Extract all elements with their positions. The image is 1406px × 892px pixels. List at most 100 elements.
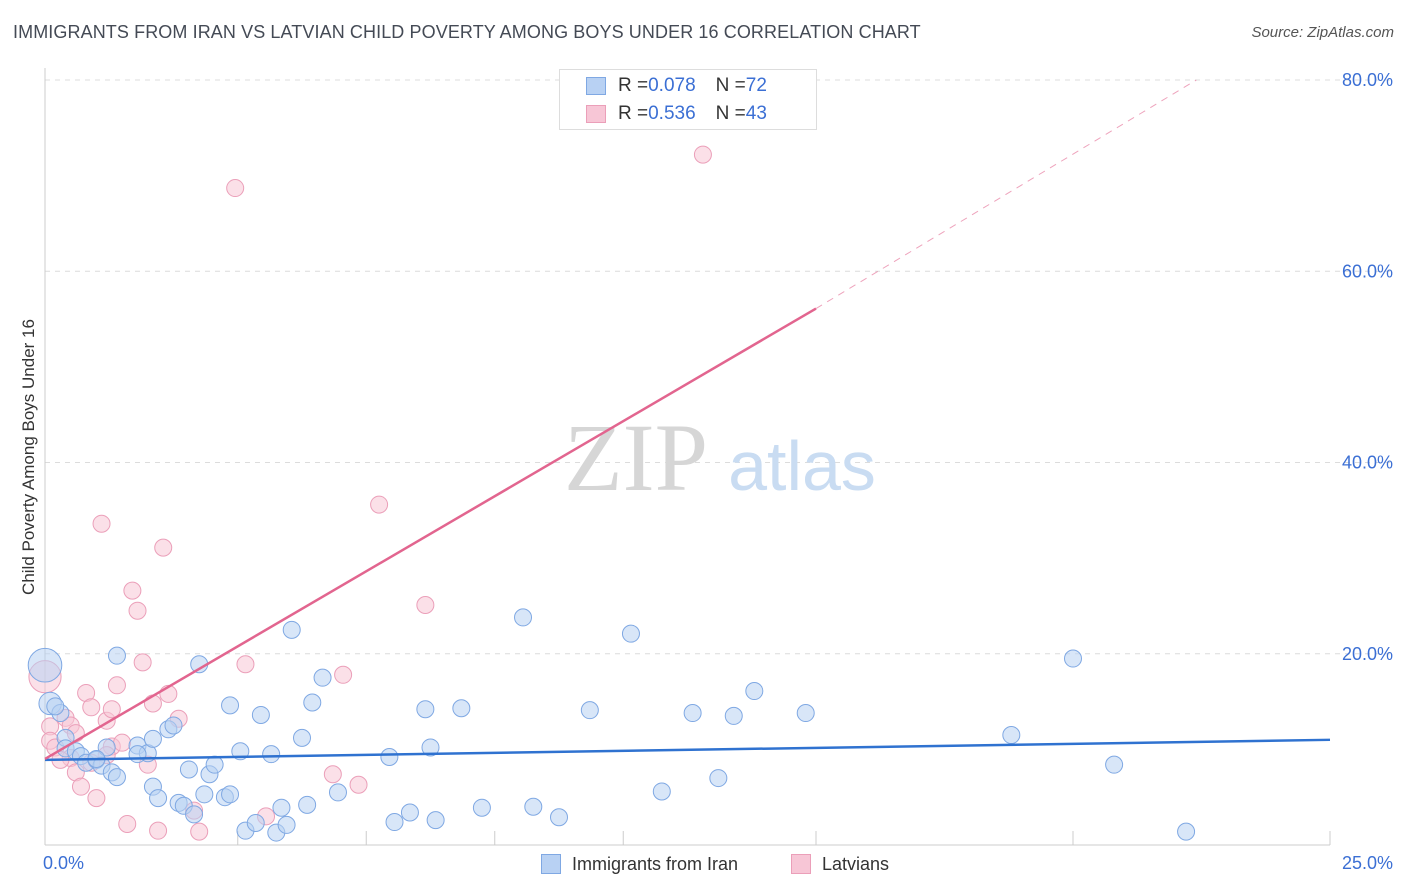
iran-point bbox=[416, 700, 435, 719]
iran-point bbox=[1064, 649, 1082, 668]
iran-point bbox=[328, 783, 347, 802]
latvian-trend-line bbox=[44, 307, 817, 761]
iran-point bbox=[724, 706, 743, 725]
latvian-point bbox=[349, 775, 368, 794]
watermark: ZIP atlas bbox=[564, 404, 876, 511]
iran-point bbox=[277, 815, 296, 834]
latvian-point bbox=[118, 814, 137, 833]
iran-points bbox=[27, 608, 1196, 842]
latvian-point bbox=[82, 698, 101, 717]
iran-point bbox=[796, 704, 815, 723]
iran-point bbox=[472, 798, 491, 817]
iran-point bbox=[1002, 726, 1021, 745]
latvian-point bbox=[71, 777, 90, 796]
latvian-point bbox=[334, 665, 353, 684]
iran-point bbox=[205, 755, 224, 774]
iran-point bbox=[709, 769, 728, 788]
legend-row-iran: R = 0.078 N = 72 bbox=[586, 75, 767, 97]
chart-title: IMMIGRANTS FROM IRAN VS LATVIAN CHILD PO… bbox=[13, 22, 921, 42]
legend-r-value: 0.536 bbox=[648, 103, 696, 124]
latvian-point bbox=[113, 733, 132, 752]
iran-point bbox=[1177, 822, 1196, 841]
iran-point bbox=[303, 693, 322, 712]
latvian-point bbox=[133, 653, 152, 672]
trend-lines bbox=[44, 79, 1331, 762]
iran-point bbox=[282, 620, 301, 639]
iran-point bbox=[745, 682, 764, 701]
latvian-point bbox=[190, 822, 209, 841]
iran-point bbox=[128, 745, 147, 764]
y-tick-label: 60.0% bbox=[1342, 261, 1393, 281]
iran-point bbox=[149, 789, 168, 808]
watermark-atlas: atlas bbox=[728, 427, 876, 505]
latvian-point bbox=[323, 765, 342, 784]
x-tick-label: 25.0% bbox=[1342, 853, 1393, 873]
iran-point bbox=[272, 798, 291, 817]
grid-lines bbox=[45, 79, 1392, 655]
legend-row-latvians: R = 0.536 N = 43 bbox=[586, 103, 767, 125]
latvian-point bbox=[226, 179, 245, 198]
iran-point bbox=[683, 704, 702, 723]
latvian-point bbox=[128, 601, 147, 620]
iran-point bbox=[179, 760, 198, 779]
iran-point bbox=[246, 814, 265, 833]
legend-r-label: R = bbox=[618, 103, 649, 124]
watermark-zip: ZIP bbox=[564, 404, 708, 511]
latvian-point bbox=[123, 581, 142, 600]
correlation-legend: R = 0.078 N = 72 R = 0.536 N = 43 bbox=[559, 69, 817, 130]
iran-point bbox=[621, 624, 640, 643]
iran-point bbox=[221, 785, 240, 804]
iran-trend-line bbox=[44, 738, 1331, 762]
iran-point bbox=[293, 728, 311, 747]
bottom-legend-swatch-latvians bbox=[791, 854, 811, 874]
latvian-point bbox=[416, 595, 435, 614]
axes bbox=[44, 68, 1331, 846]
legend-r-value: 0.078 bbox=[648, 75, 696, 96]
iran-point bbox=[107, 646, 126, 665]
iran-point bbox=[97, 738, 116, 757]
iran-point bbox=[1105, 755, 1124, 774]
iran-point bbox=[380, 748, 399, 767]
latvian-point bbox=[102, 700, 121, 719]
legend-swatch-iran bbox=[586, 77, 606, 95]
latvian-point bbox=[149, 821, 168, 840]
iran-point bbox=[27, 647, 63, 683]
legend-swatch-latvians bbox=[586, 105, 606, 123]
iran-point bbox=[143, 729, 162, 748]
x-tick-label: 0.0% bbox=[43, 853, 84, 873]
iran-point bbox=[524, 797, 543, 816]
bottom-legend-swatch-iran bbox=[541, 854, 561, 874]
bottom-legend-latvians: Latvians bbox=[791, 852, 889, 876]
tick-labels: 20.0% 40.0% 60.0% 80.0% 0.0% 25.0% bbox=[43, 70, 1393, 873]
iran-point bbox=[164, 716, 183, 735]
source-credit: Source: ZipAtlas.com bbox=[1251, 24, 1394, 41]
y-tick-label: 80.0% bbox=[1342, 70, 1393, 90]
iran-point bbox=[385, 813, 404, 832]
iran-point bbox=[107, 768, 126, 787]
y-tick-label: 40.0% bbox=[1342, 453, 1393, 473]
latvian-point bbox=[154, 538, 173, 557]
legend-n-value: 72 bbox=[745, 75, 767, 96]
iran-point bbox=[400, 803, 419, 822]
iran-point bbox=[580, 701, 599, 720]
latvian-trend-extension bbox=[815, 79, 1197, 309]
latvian-point bbox=[107, 676, 126, 695]
iran-point bbox=[421, 738, 440, 757]
iran-point bbox=[652, 782, 671, 801]
latvian-point bbox=[92, 514, 111, 533]
bottom-legend-iran: Immigrants from Iran bbox=[541, 852, 738, 876]
latvian-point bbox=[87, 789, 106, 808]
iran-point bbox=[221, 696, 240, 715]
iran-point bbox=[46, 697, 65, 716]
legend-n-value: 43 bbox=[745, 103, 767, 124]
y-tick-label: 20.0% bbox=[1342, 644, 1393, 664]
iran-point bbox=[426, 811, 445, 830]
iran-point bbox=[298, 795, 317, 814]
iran-point bbox=[195, 785, 214, 804]
iran-point bbox=[514, 608, 533, 627]
latvian-point bbox=[143, 694, 162, 713]
latvian-point bbox=[236, 655, 255, 674]
bottom-legend-label-iran: Immigrants from Iran bbox=[572, 853, 739, 874]
iran-point bbox=[313, 668, 332, 687]
